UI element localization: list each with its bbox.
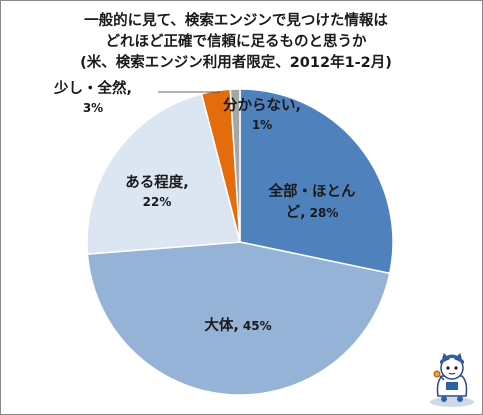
data-label-3-line-1: ある程度, bbox=[125, 173, 189, 191]
data-label-4-line-1: 少し・全然, bbox=[53, 79, 132, 97]
pie-slice-2 bbox=[86, 241, 391, 396]
data-label-4-percent: 3% bbox=[83, 101, 103, 115]
data-label-5-percent: 1% bbox=[252, 118, 272, 132]
data-label-1-line-2: ど, 28% bbox=[286, 204, 339, 221]
title-line-1: 一般的に見て、検索エンジンで見つけた情報は bbox=[84, 11, 388, 29]
title-line-3: (米、検索エンジン利用者限定、2012年1-2月) bbox=[80, 53, 392, 71]
blue-cat-mascot-icon bbox=[430, 353, 474, 407]
data-label-5-line-1: 分からない, bbox=[223, 97, 301, 114]
pie-slice-1 bbox=[239, 88, 394, 275]
title-line-2: どれほど正確で信頼に足るものと思うか bbox=[106, 32, 367, 50]
data-label-2-percent: 45% bbox=[243, 319, 272, 333]
pie-slice-3 bbox=[86, 92, 241, 255]
pie-slices bbox=[86, 88, 394, 396]
chart-title: 一般的に見て、検索エンジンで見つけた情報は どれほど正確で信頼に足るものと思うか… bbox=[80, 11, 392, 71]
pie-slice-5 bbox=[229, 88, 241, 243]
data-label-1-line-1: 全部・ほとん bbox=[268, 182, 356, 200]
data-label-1-percent: 28% bbox=[310, 206, 339, 220]
data-label-3-percent: 22% bbox=[143, 195, 172, 209]
data-label-2-line-1: 大体, 45% bbox=[204, 316, 271, 334]
